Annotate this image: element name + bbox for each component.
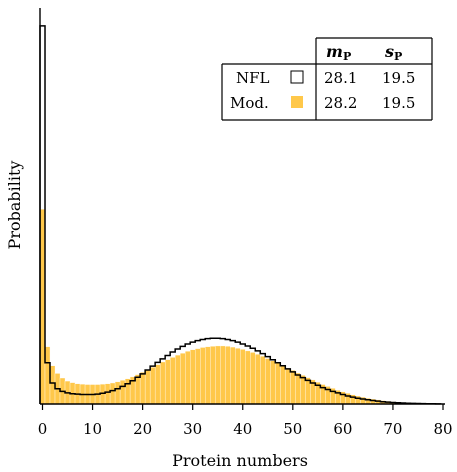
mod-bar xyxy=(39,209,46,405)
mod-bar xyxy=(205,346,211,405)
mod-bar xyxy=(104,383,111,405)
mod-bar xyxy=(210,346,216,405)
mod-bar xyxy=(119,380,126,405)
mod-bar xyxy=(190,349,196,405)
mod-bar xyxy=(300,375,306,405)
nfl-step-layer xyxy=(39,25,442,405)
x-ticks: 0 10 20 30 40 50 60 70 80 xyxy=(38,404,453,438)
mod-bar xyxy=(305,377,311,405)
mod-bar xyxy=(265,358,271,405)
mod-bar xyxy=(290,370,296,405)
mod-bar xyxy=(159,361,166,405)
x-tick-label: 20 xyxy=(133,420,152,438)
mod-bar xyxy=(139,372,146,405)
mod-bar xyxy=(134,374,141,405)
x-tick-label: 50 xyxy=(283,420,302,438)
nfl-step-line xyxy=(39,25,442,405)
x-tick-label: 0 xyxy=(38,420,48,438)
mod-bar xyxy=(225,346,231,405)
mod-bar xyxy=(345,393,351,405)
legend-row-mod-swatch xyxy=(291,96,303,108)
mod-bar xyxy=(360,396,366,405)
legend-row-nfl-swatch xyxy=(290,70,304,84)
mod-bar xyxy=(220,345,226,405)
x-tick-label: 30 xyxy=(183,420,202,438)
mod-bar xyxy=(250,352,256,405)
legend-header-std: sP xyxy=(384,42,402,63)
legend-row-nfl-label: NFL xyxy=(236,69,270,87)
mod-bar xyxy=(285,367,291,405)
x-tick-label: 70 xyxy=(383,420,402,438)
legend-row-nfl-mean: 28.1 xyxy=(324,69,357,87)
legend-row-mod-mean: 28.2 xyxy=(324,94,357,112)
x-tick-label: 40 xyxy=(233,420,252,438)
mod-bars-layer xyxy=(39,209,441,405)
mod-bar xyxy=(255,354,261,405)
legend-row-mod-std: 19.5 xyxy=(382,94,415,112)
mod-bar xyxy=(195,348,201,405)
mod-bar xyxy=(280,365,286,405)
mod-bar xyxy=(109,382,116,405)
mod-bar xyxy=(114,381,121,405)
mod-bar xyxy=(275,362,281,405)
mod-bar xyxy=(245,350,251,405)
mod-bar xyxy=(179,353,186,405)
mod-bar xyxy=(99,383,106,405)
mod-bar xyxy=(240,349,246,405)
mod-bar xyxy=(370,398,376,405)
mod-bar xyxy=(154,364,161,405)
mod-bar xyxy=(270,360,276,405)
x-tick-label: 10 xyxy=(83,420,102,438)
mod-bar xyxy=(200,347,206,405)
mod-bar xyxy=(174,354,181,405)
mod-bar xyxy=(169,357,176,405)
mod-bar xyxy=(144,369,151,405)
mod-bar xyxy=(149,367,156,405)
mod-bar xyxy=(355,395,361,405)
mod-bar xyxy=(340,391,346,405)
legend-row-nfl-std: 19.5 xyxy=(382,69,415,87)
mod-bar xyxy=(230,346,236,405)
mod-bar xyxy=(235,348,241,405)
y-axis-label: Probability xyxy=(5,161,24,250)
mod-bar xyxy=(185,351,191,405)
x-tick-label: 80 xyxy=(433,420,452,438)
legend-table: mP sP NFL 28.1 19.5 Mod. 28.2 19.5 xyxy=(221,37,433,121)
legend-header-mean: mP xyxy=(326,42,351,63)
mod-bar xyxy=(49,365,56,405)
mod-bar xyxy=(260,356,266,405)
legend-row-mod-label: Mod. xyxy=(230,94,269,112)
legend-box xyxy=(222,64,432,120)
mod-bar xyxy=(164,359,171,405)
mod-bar xyxy=(215,345,221,405)
x-tick-label: 60 xyxy=(333,420,352,438)
x-axis-label: Protein numbers xyxy=(172,451,308,470)
mod-bar xyxy=(350,394,356,405)
